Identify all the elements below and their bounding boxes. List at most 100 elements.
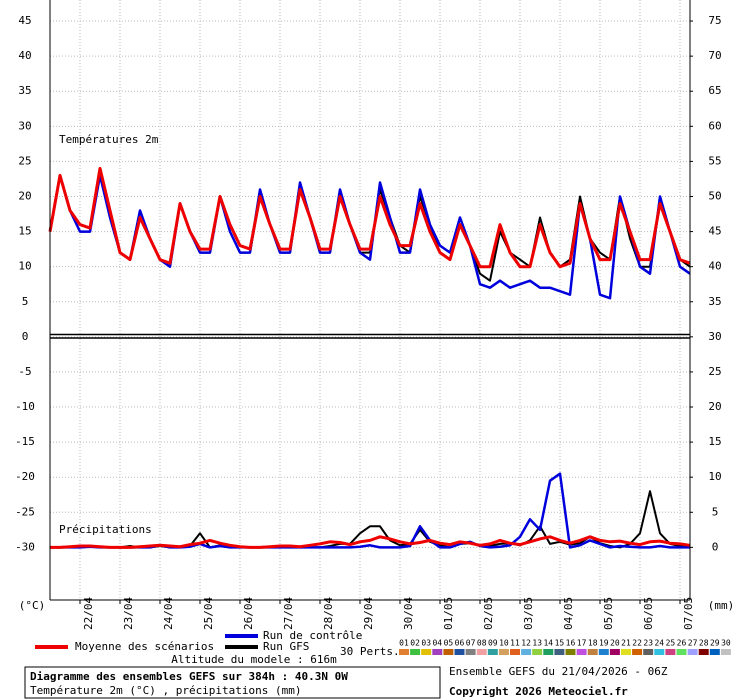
y2-tick-label: 70 <box>708 49 721 62</box>
run-info: Ensemble GEFS du 21/04/2026 - 06Z <box>449 665 668 678</box>
x-tick-label: 01/05 <box>442 597 455 630</box>
y2-tick-label: 0 <box>712 540 719 553</box>
perturbation-label: 09 <box>488 639 498 648</box>
y-tick-label: -5 <box>18 365 31 378</box>
perturbation-swatch <box>498 649 509 655</box>
temperature-line <box>48 166 691 269</box>
y2-tick-label: 35 <box>708 295 721 308</box>
y2-tick-label: 50 <box>708 189 721 202</box>
perturbation-label: 08 <box>477 639 487 648</box>
y2-tick-label: 5 <box>712 505 719 518</box>
perturbation-label: 13 <box>532 639 542 648</box>
x-tick-label: 26/04 <box>242 597 255 630</box>
footer-box <box>24 666 441 699</box>
perturbation-label: 28 <box>699 639 709 648</box>
perturbation-label: 23 <box>643 639 653 648</box>
legend-label: Run de contrôle <box>263 629 362 642</box>
perturbation-swatch <box>654 649 665 655</box>
perturbation-swatch <box>399 649 409 655</box>
perts-title: 30 Perts. <box>340 645 400 658</box>
y2-tick-label: 60 <box>708 119 721 132</box>
y-tick-label: -15 <box>15 435 35 448</box>
y-tick-label: 40 <box>18 49 31 62</box>
x-tick-label: 28/04 <box>322 597 335 630</box>
perturbation-label: 30 <box>721 639 731 648</box>
y2-tick-label: 30 <box>708 330 721 343</box>
perturbation-label: 19 <box>599 639 609 648</box>
y-tick-label: 45 <box>18 14 31 27</box>
perturbation-swatch <box>532 649 543 655</box>
y-tick-label: 30 <box>18 119 31 132</box>
perturbation-label: 05 <box>444 639 454 648</box>
y2-label: (mm) <box>708 599 735 612</box>
y-tick-label: 0 <box>22 330 29 343</box>
perturbation-label: 20 <box>610 639 620 648</box>
x-tick-label: 25/04 <box>202 597 215 630</box>
perturbation-swatch <box>632 649 643 655</box>
y2-tick-label: 40 <box>708 260 721 273</box>
perturbation-swatch <box>609 649 620 655</box>
perturbation-label: 12 <box>521 639 531 648</box>
perturbation-swatch <box>465 649 476 655</box>
perturbation-swatch <box>665 649 676 655</box>
y-tick-label: 15 <box>18 225 31 238</box>
perturbation-swatch <box>521 649 532 655</box>
precipitation-line <box>50 535 691 549</box>
perturbation-label: 25 <box>666 639 676 648</box>
y2-tick-label: 10 <box>708 470 721 483</box>
y-label: (°C) <box>19 599 46 612</box>
x-tick-label: 23/04 <box>122 597 135 630</box>
x-tick-label: 03/05 <box>522 597 535 630</box>
x-tick-label: 04/05 <box>562 597 575 630</box>
perturbation-swatch <box>476 649 487 655</box>
y2-tick-label: 55 <box>708 154 721 167</box>
perturbation-label: 11 <box>510 639 520 648</box>
x-tick-label: 02/05 <box>482 597 495 630</box>
y2-tick-label: 45 <box>708 225 721 238</box>
perturbation-swatch <box>687 649 698 655</box>
perturbation-swatch <box>565 649 576 655</box>
perturbation-swatch <box>698 649 709 655</box>
y-tick-label: 10 <box>18 260 31 273</box>
perturbation-swatch <box>510 649 520 655</box>
y-tick-label: 25 <box>18 154 31 167</box>
perturbation-swatch <box>443 649 454 655</box>
x-tick-label: 05/05 <box>602 597 615 630</box>
perturbation-swatch <box>432 649 443 655</box>
perturbation-swatch <box>410 649 421 655</box>
y2-tick-label: 75 <box>708 14 721 27</box>
perturbation-label: 18 <box>588 639 598 648</box>
copyright: Copyright 2026 Meteociel.fr <box>449 685 628 698</box>
legend-label: Run GFS <box>263 640 309 653</box>
perturbation-swatch <box>421 649 432 655</box>
x-tick-label: 06/05 <box>642 597 655 630</box>
perturbation-label: 04 <box>432 639 442 648</box>
y-tick-label: -20 <box>15 470 35 483</box>
perturbation-label: 01 <box>399 639 409 648</box>
perturbation-label: 27 <box>688 639 698 648</box>
perturbation-label: 16 <box>566 639 576 648</box>
x-tick-label: 29/04 <box>362 597 375 630</box>
perturbation-label: 15 <box>555 639 565 648</box>
perturbation-label: 06 <box>455 639 465 648</box>
perturbation-swatch <box>576 649 587 655</box>
y2-tick-label: 20 <box>708 400 721 413</box>
y-tick-label: -30 <box>15 540 35 553</box>
perturbation-swatch <box>643 649 654 655</box>
perturbation-swatch <box>543 649 554 655</box>
perturbation-label: 24 <box>654 639 664 648</box>
perturbation-swatch <box>587 649 598 655</box>
y-tick-label: 5 <box>22 295 29 308</box>
perturbation-label: 21 <box>621 639 631 648</box>
perturbation-label: 07 <box>466 639 476 648</box>
perturbation-label: 14 <box>543 639 553 648</box>
perturbation-swatch <box>487 649 498 655</box>
y-tick-label: -10 <box>15 400 35 413</box>
perturbation-label: 26 <box>677 639 687 648</box>
y-tick-label: 35 <box>18 84 31 97</box>
perturbation-label: 02 <box>410 639 420 648</box>
perturbation-swatch <box>621 649 631 655</box>
y-tick-label: 20 <box>18 189 31 202</box>
x-tick-label: 24/04 <box>162 597 175 630</box>
